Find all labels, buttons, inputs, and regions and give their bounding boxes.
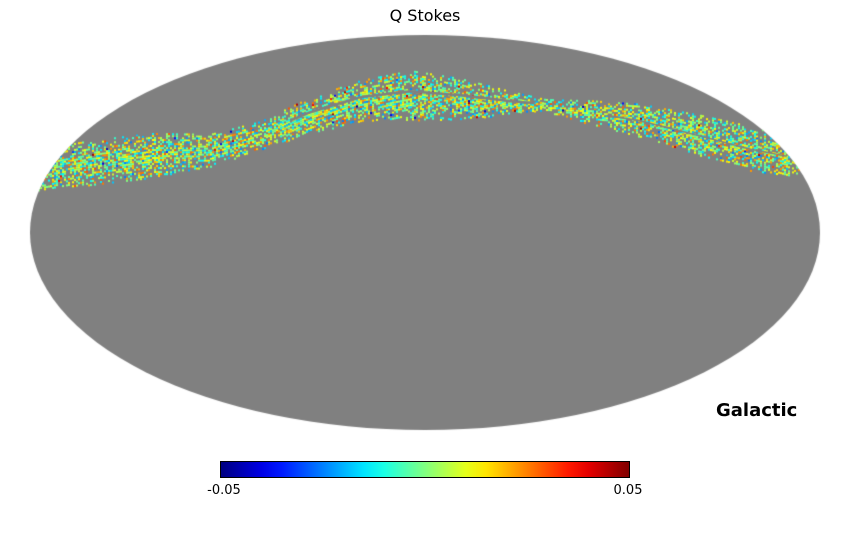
colorbar-min-tick-label: -0.05 (207, 483, 241, 498)
colorbar (220, 461, 630, 478)
coordinate-system-label: Galactic (716, 400, 798, 421)
colorbar-max-tick-label: 0.05 (613, 483, 643, 498)
